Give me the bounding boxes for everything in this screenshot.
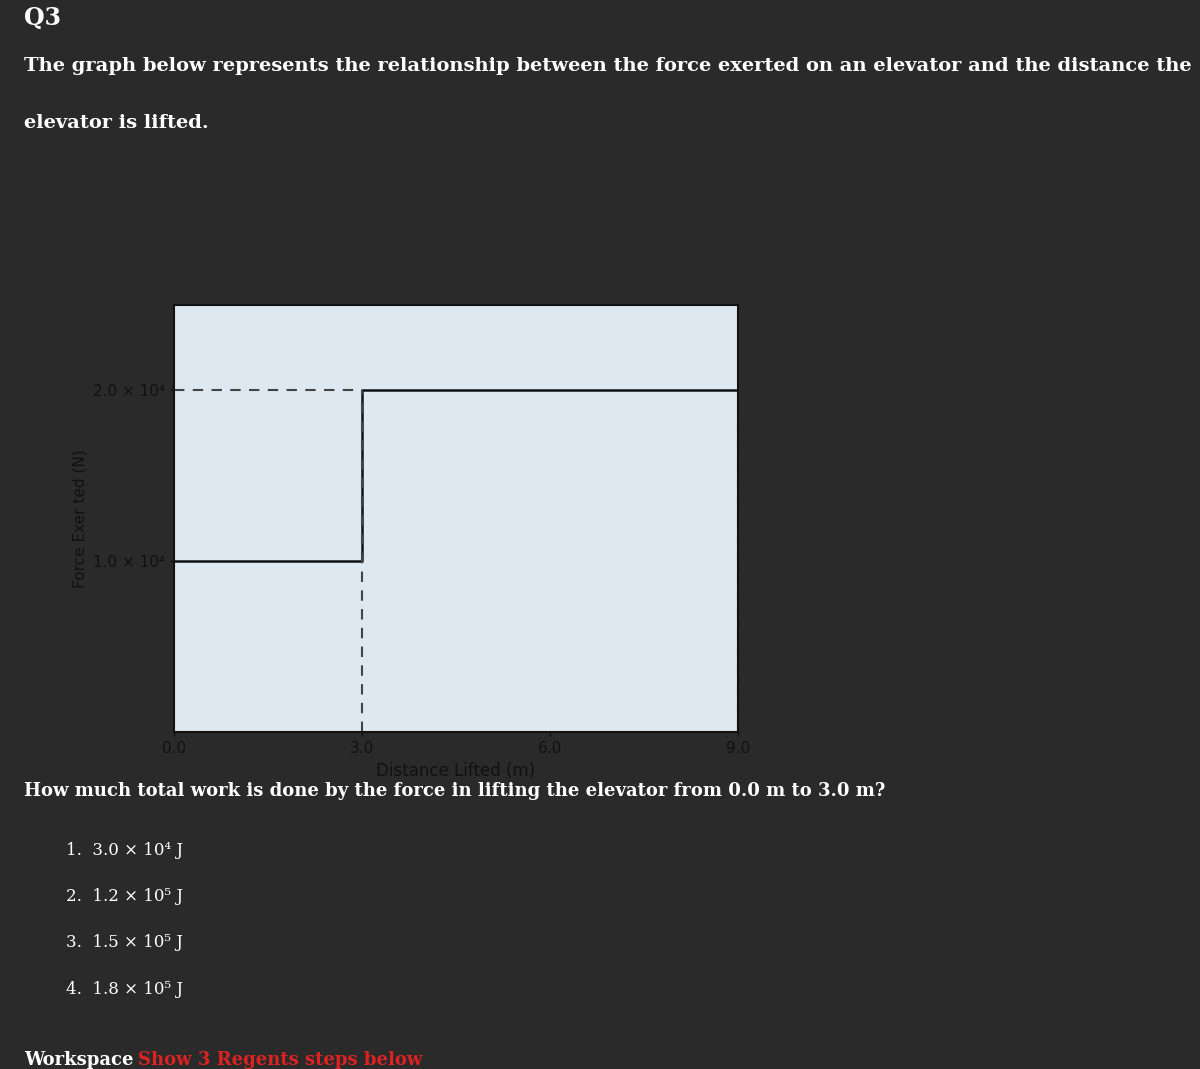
Text: Workspace: Workspace <box>24 1051 139 1069</box>
Text: 2.  1.2 × 10⁵ J: 2. 1.2 × 10⁵ J <box>66 888 182 905</box>
Text: The graph below represents the relationship between the force exerted on an elev: The graph below represents the relations… <box>24 57 1192 75</box>
Text: Show 3 Regents steps below: Show 3 Regents steps below <box>138 1051 422 1069</box>
Text: 3.  1.5 × 10⁵ J: 3. 1.5 × 10⁵ J <box>66 934 182 951</box>
Text: 4.  1.8 × 10⁵ J: 4. 1.8 × 10⁵ J <box>66 980 182 997</box>
Y-axis label: Force Exer ted (N): Force Exer ted (N) <box>72 449 88 588</box>
X-axis label: Distance Lifted (m): Distance Lifted (m) <box>377 762 535 780</box>
Text: elevator is lifted.: elevator is lifted. <box>24 113 209 131</box>
Text: Q3: Q3 <box>24 6 61 30</box>
Text: How much total work is done by the force in lifting the elevator from 0.0 m to 3: How much total work is done by the force… <box>24 781 886 800</box>
Text: 1.  3.0 × 10⁴ J: 1. 3.0 × 10⁴ J <box>66 841 182 858</box>
